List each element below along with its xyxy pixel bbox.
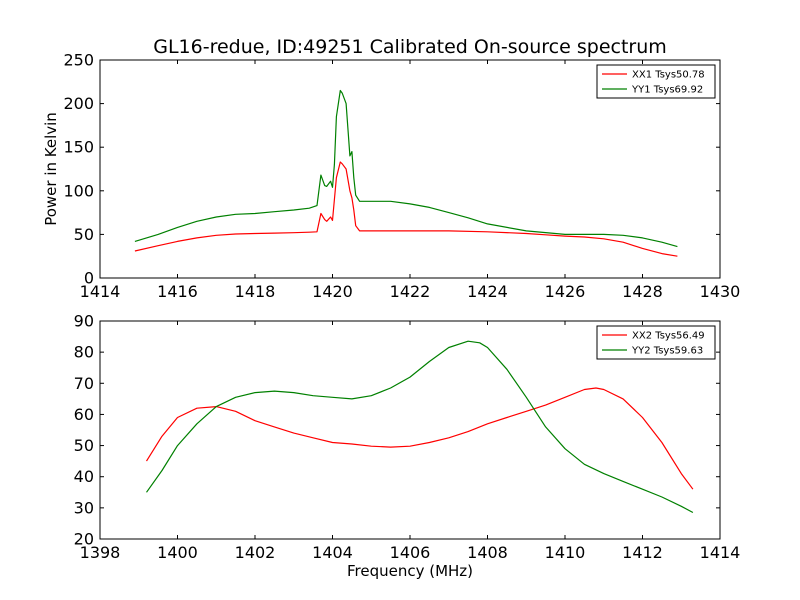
x-tick-label: 1414 [80, 282, 121, 301]
x-tick-label: 1416 [157, 282, 198, 301]
x-tick-label: 1430 [700, 282, 741, 301]
x-tick-label: 1408 [467, 543, 508, 562]
legend-box [596, 325, 716, 360]
bottom-panel: 1398 1400 1402 1404 1406 1408 1410 1412 1414 20 30… [74, 312, 741, 581]
legend-box [596, 64, 716, 99]
y-axis-label: Power in Kelvin [42, 112, 60, 226]
y-tick-label: 20 [74, 530, 94, 549]
y-tick-label: 40 [74, 467, 94, 486]
x-tick-label: 1414 [700, 543, 741, 562]
x-tick-label: 1426 [545, 282, 586, 301]
series-line-2 [134, 89, 678, 248]
x-tick-label: 1398 [80, 543, 121, 562]
x-tick-label: 1424 [467, 282, 508, 301]
x-tick-label: 1418 [235, 282, 276, 301]
x-tick-label: 1402 [235, 543, 276, 562]
legend-label-1: XX2 Tsys56.49 [632, 331, 705, 342]
x-tick-label: 1422 [390, 282, 431, 301]
figure-title: GL16-redue, ID:49251 Calibrated On-sourc… [153, 36, 667, 58]
y-tick-label: 80 [74, 343, 94, 362]
top-panel: 1414 1416 1418 1420 1422 1424 1426 1428 1430 0 50 1… [42, 51, 740, 302]
y-tick-label: 150 [63, 138, 94, 157]
x-tick-label: 1428 [622, 282, 663, 301]
y-tick-label: 100 [63, 181, 94, 200]
y-tick-label: 0 [84, 269, 94, 288]
x-tick-label: 1400 [157, 543, 198, 562]
y-tick-label: 250 [63, 51, 94, 70]
y-tick-label: 90 [74, 312, 94, 331]
x-tick-label: 1412 [622, 543, 663, 562]
x-tick-label: 1410 [545, 543, 586, 562]
y-tick-label: 30 [74, 498, 94, 517]
legend-label-1: XX1 Tsys50.78 [632, 70, 705, 81]
series-line-1 [134, 161, 678, 257]
x-tick-label: 1406 [390, 543, 431, 562]
y-tick-label: 70 [74, 374, 94, 393]
x-tick-label: 1420 [312, 282, 353, 301]
legend-label-2: YY2 Tsys59.63 [631, 346, 703, 357]
y-tick-label: 50 [74, 225, 94, 244]
x-axis-label: Frequency (MHz) [347, 562, 473, 580]
y-tick-label: 60 [74, 405, 94, 424]
x-tick-label: 1404 [312, 543, 353, 562]
legend: XX1 Tsys50.78 YY1 Tsys69.92 [596, 64, 716, 99]
series-line-2 [146, 340, 694, 514]
legend: XX2 Tsys56.49 YY2 Tsys59.63 [596, 325, 716, 360]
series-line-1 [145, 387, 694, 490]
y-tick-label: 50 [74, 436, 94, 455]
legend-label-2: YY1 Tsys69.92 [631, 85, 703, 96]
y-tick-label: 200 [63, 94, 94, 113]
